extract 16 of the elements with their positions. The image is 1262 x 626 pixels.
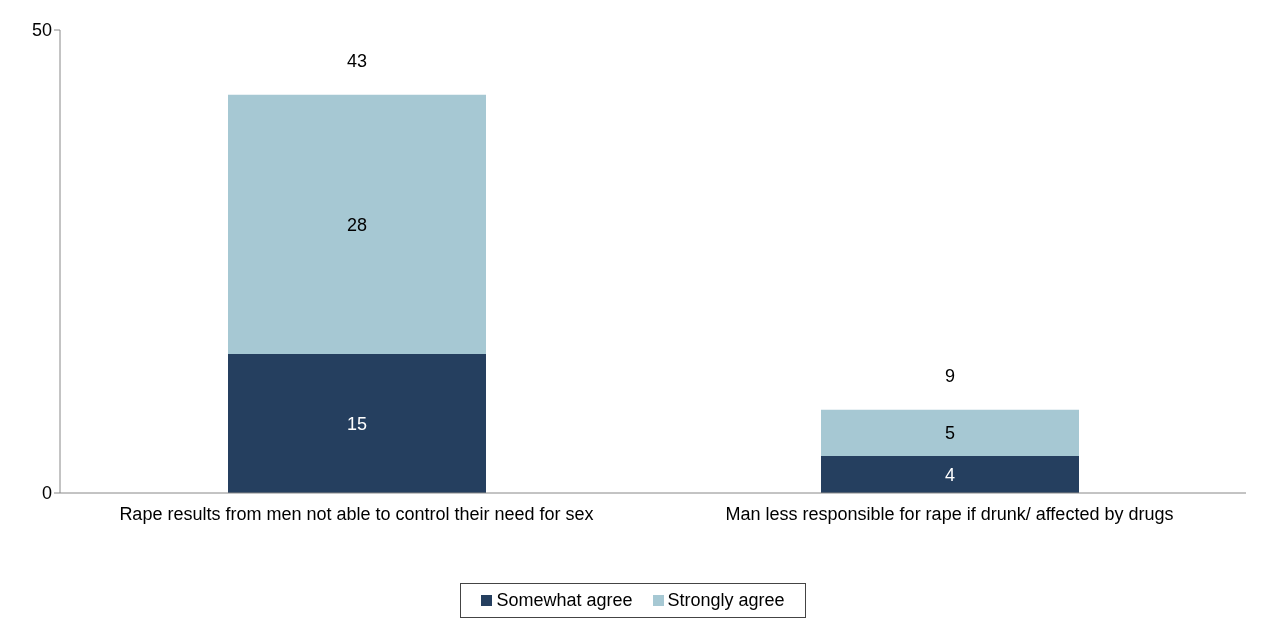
- data-label: 28: [346, 214, 368, 235]
- y-tick-label: 0: [41, 483, 52, 504]
- bar: [228, 354, 486, 493]
- total-label: 9: [944, 365, 956, 386]
- y-tick-label: 50: [31, 20, 52, 41]
- data-label: 5: [944, 423, 956, 444]
- bar: [228, 94, 486, 355]
- legend-label: Somewhat agree: [495, 590, 633, 611]
- data-label: 15: [346, 413, 368, 434]
- bar: [821, 409, 1079, 456]
- data-label: 4: [944, 464, 956, 485]
- x-tick-label: Rape results from men not able to control their need for sex: [119, 503, 594, 524]
- legend-label: Strongly agree: [666, 590, 785, 611]
- x-tick-label: Man less responsible for rape if drunk/ affected by drugs: [725, 503, 1174, 524]
- bar: [821, 455, 1079, 493]
- total-label: 43: [346, 50, 368, 71]
